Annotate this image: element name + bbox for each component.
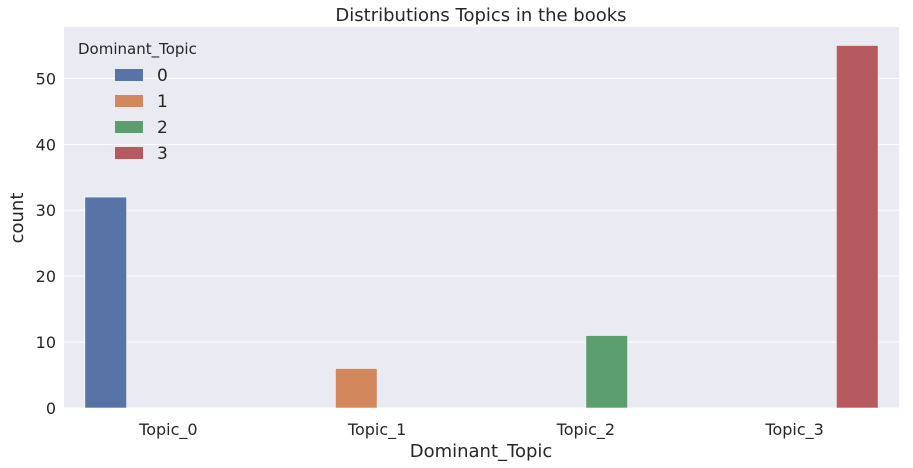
bar-Topic_1-series-1 (335, 368, 378, 409)
legend-swatch-2 (115, 121, 143, 133)
y-axis-label: count (7, 193, 28, 244)
x-tick-labels: Topic_0 Topic_1 Topic_2 Topic_3 (138, 420, 824, 440)
bar-Topic_0-series-0 (84, 196, 127, 409)
x-tick-label: Topic_0 (138, 420, 197, 440)
grid-lines (64, 77, 899, 409)
plot-area (64, 27, 899, 408)
y-tick-label: 40 (36, 135, 56, 154)
bars (84, 45, 879, 409)
legend-swatch-3 (115, 147, 143, 159)
bar-Topic_2-series-2 (585, 335, 628, 409)
legend-label-0: 0 (157, 66, 168, 86)
legend-label-2: 2 (157, 118, 168, 138)
y-tick-labels: 0 10 20 30 40 50 (36, 69, 56, 418)
legend-label-3: 3 (157, 144, 168, 164)
legend-swatch-0 (115, 69, 143, 81)
chart-title: Distributions Topics in the books (335, 5, 626, 26)
x-tick-label: Topic_3 (764, 420, 823, 440)
legend-title: Dominant_Topic (78, 40, 197, 59)
x-axis-label: Dominant_Topic (410, 441, 553, 462)
y-tick-label: 10 (36, 333, 56, 352)
y-tick-label: 0 (46, 399, 56, 418)
y-tick-label: 50 (36, 69, 56, 88)
legend-label-1: 1 (157, 92, 168, 112)
legend-swatch-1 (115, 95, 143, 107)
x-tick-label: Topic_2 (556, 420, 615, 440)
y-tick-label: 20 (36, 267, 56, 286)
y-tick-label: 30 (36, 201, 56, 220)
bar-Topic_3-series-3 (836, 45, 879, 409)
x-tick-label: Topic_1 (347, 420, 406, 440)
legend: Dominant_Topic 0 1 2 3 (78, 40, 197, 164)
